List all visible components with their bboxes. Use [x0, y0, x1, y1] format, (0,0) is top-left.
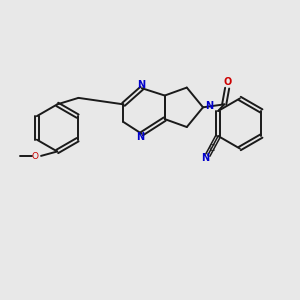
Text: N: N [136, 132, 144, 142]
Text: N: N [201, 152, 209, 163]
Text: O: O [31, 152, 38, 161]
Text: N: N [137, 80, 145, 90]
Text: O: O [224, 77, 232, 87]
Text: C: C [208, 144, 214, 153]
Text: N: N [206, 101, 214, 111]
